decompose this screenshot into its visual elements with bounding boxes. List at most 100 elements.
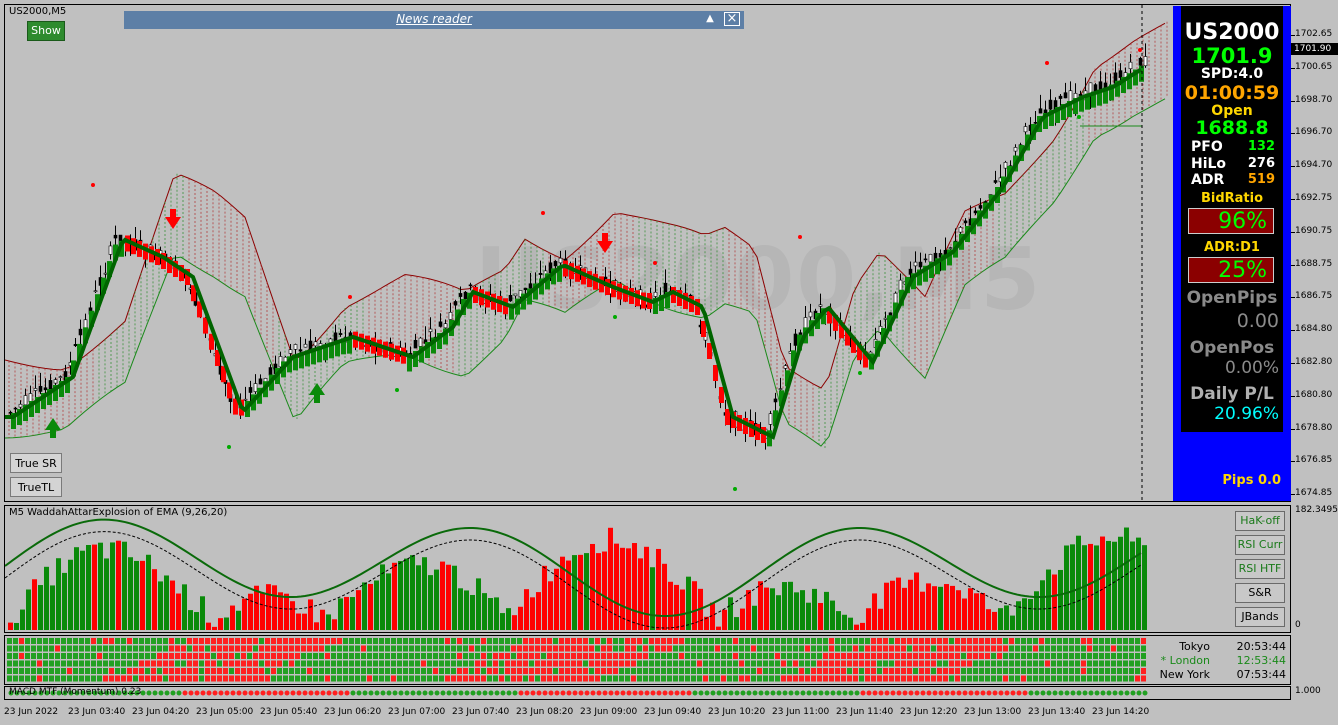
trend-cell — [811, 675, 816, 682]
trend-cell — [187, 675, 192, 682]
trend-cell — [829, 653, 834, 659]
trend-cell — [961, 653, 966, 659]
trend-cell — [193, 668, 198, 674]
trend-cell — [343, 668, 348, 674]
macd-dot — [824, 690, 830, 696]
heiken-bar — [533, 283, 538, 300]
wae-histogram-bar — [896, 577, 901, 630]
trend-cell — [385, 638, 390, 644]
trend-cell — [577, 638, 582, 644]
trend-cell — [133, 660, 138, 667]
trend-cell — [301, 668, 306, 674]
wae-histogram-bar — [974, 593, 979, 630]
rsi-curr-button[interactable]: RSI Curr — [1235, 535, 1285, 555]
trend-cell — [397, 668, 402, 674]
macd-dot — [482, 690, 488, 696]
trend-cell — [997, 645, 1002, 652]
trend-cell — [607, 653, 612, 659]
trend-cell — [697, 638, 702, 644]
candle-body — [558, 257, 563, 264]
trend-cell — [433, 653, 438, 659]
macd-dot — [422, 690, 428, 696]
trend-cell — [835, 638, 840, 644]
macd-dot — [218, 690, 224, 696]
trend-cell — [19, 638, 24, 644]
show-button[interactable]: Show — [27, 21, 65, 41]
sr-button[interactable]: S&R — [1235, 583, 1285, 603]
close-icon[interactable]: × — [724, 12, 740, 26]
heiken-bar — [143, 243, 148, 260]
trend-cell — [193, 638, 198, 644]
trend-grid-pane[interactable] — [4, 635, 1291, 685]
trend-cell — [481, 645, 486, 652]
macd-mtf-pane[interactable]: MACD MTF (Momentum) 0.23 — [4, 686, 1291, 700]
news-reader-bar[interactable]: News reader ▲ × — [124, 11, 744, 29]
wae-histogram-bar — [68, 559, 73, 630]
trend-cell — [715, 660, 720, 667]
heiken-bar — [167, 257, 172, 273]
macd-dot — [614, 690, 620, 696]
wae-histogram-bar — [86, 545, 91, 630]
trend-cell — [691, 638, 696, 644]
wae-histogram-bar — [464, 590, 469, 630]
trend-cell — [637, 675, 642, 682]
trend-cell — [391, 675, 396, 682]
trend-cell — [175, 638, 180, 644]
trend-cell — [487, 660, 492, 667]
heiken-bar — [335, 340, 340, 357]
trend-cell — [991, 668, 996, 674]
trend-cell — [427, 645, 432, 652]
news-reader-title[interactable]: News reader — [396, 12, 472, 26]
candle-body — [773, 398, 778, 403]
true-tl-button[interactable]: TrueTL — [10, 477, 62, 497]
wae-histogram-bar — [362, 582, 367, 630]
wae-histogram-bar — [1010, 615, 1015, 630]
price-chart-pane[interactable]: US2000,M5 US2000,M5 Show True SR TrueTL — [4, 4, 1291, 502]
trend-cell — [187, 660, 192, 667]
macd-dot — [230, 690, 236, 696]
wae-indicator-pane[interactable]: M5 WaddahAttarExplosion of EMA (9,26,20)… — [4, 505, 1291, 633]
trend-cell — [115, 645, 120, 652]
candle-body — [13, 407, 18, 410]
trend-cell — [817, 675, 822, 682]
trend-cell — [781, 675, 786, 682]
trend-cell — [7, 675, 12, 682]
trend-cell — [943, 653, 948, 659]
jbands-button[interactable]: JBands — [1235, 607, 1285, 627]
trend-cell — [367, 653, 372, 659]
macd-dot — [1094, 690, 1100, 696]
minimize-icon[interactable]: ▲ — [706, 13, 714, 24]
true-sr-button[interactable]: True SR — [10, 453, 62, 473]
trend-cell — [901, 645, 906, 652]
heiken-bar — [125, 235, 130, 252]
heiken-bar — [659, 295, 664, 311]
trend-cell — [631, 653, 636, 659]
trend-cell — [511, 675, 516, 682]
trend-cell — [1081, 645, 1086, 652]
heiken-bar — [173, 261, 178, 277]
trend-cell — [133, 653, 138, 659]
trend-cell — [379, 668, 384, 674]
trend-cell — [973, 645, 978, 652]
macd-dot — [938, 690, 944, 696]
trend-cell — [583, 675, 588, 682]
trend-cell — [973, 653, 978, 659]
wae-histogram-bar — [1064, 545, 1069, 630]
trend-cell — [949, 653, 954, 659]
trend-cell — [931, 668, 936, 674]
trend-cell — [199, 675, 204, 682]
trend-cell — [907, 668, 912, 674]
trend-cell — [67, 653, 72, 659]
heiken-bar — [731, 412, 736, 428]
rsi-htf-button[interactable]: RSI HTF — [1235, 559, 1285, 579]
heiken-bar — [785, 370, 790, 387]
hak-off-button[interactable]: HaK-off — [1235, 511, 1285, 531]
heiken-bar — [1055, 107, 1060, 123]
trend-cell — [877, 675, 882, 682]
wae-histogram-bar — [506, 608, 511, 630]
trend-cell — [163, 675, 168, 682]
macd-dot — [590, 690, 596, 696]
wae-histogram-bar — [416, 565, 421, 630]
trend-cell — [97, 645, 102, 652]
trend-cell — [307, 653, 312, 659]
